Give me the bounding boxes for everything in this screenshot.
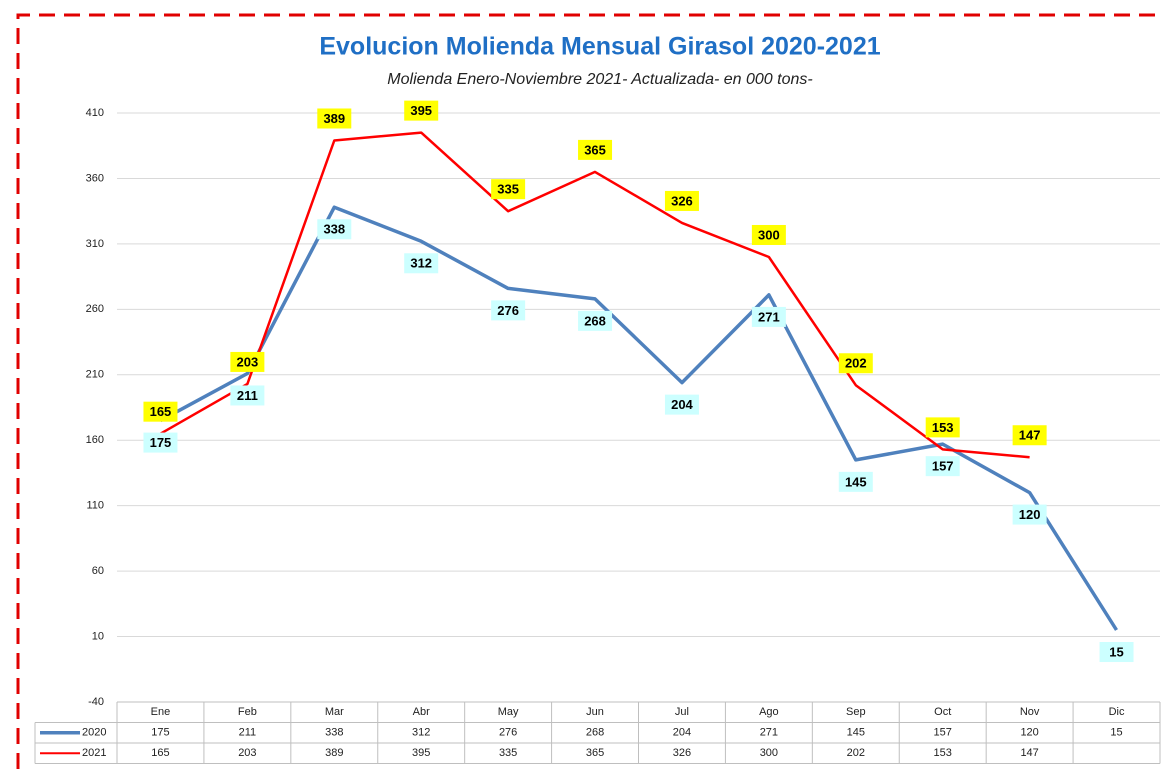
table-cell: 312 xyxy=(412,727,430,739)
table-cell: 147 xyxy=(1020,747,1038,759)
y-tick-label: 360 xyxy=(86,172,104,184)
table-cell: 175 xyxy=(151,727,169,739)
data-label: 271 xyxy=(758,309,780,324)
table-cell: 365 xyxy=(586,747,604,759)
x-tick-label: Jun xyxy=(586,706,604,718)
y-tick-label: 160 xyxy=(86,434,104,446)
data-label-box xyxy=(751,306,786,327)
chart-subtitle: Molienda Enero-Noviembre 2021- Actualiza… xyxy=(387,71,812,88)
table-cell: 268 xyxy=(586,727,604,739)
table-cell: 145 xyxy=(847,727,865,739)
table-cell: 276 xyxy=(499,727,517,739)
table-cell: 338 xyxy=(325,727,343,739)
data-label-box xyxy=(230,385,265,406)
series-line xyxy=(159,131,1030,459)
data-label-box xyxy=(1012,504,1047,525)
y-tick-label: 310 xyxy=(86,238,104,250)
data-label-box xyxy=(925,417,960,438)
data-label: 120 xyxy=(1019,507,1041,522)
y-tick-label: 260 xyxy=(86,303,104,315)
data-label: 338 xyxy=(323,222,345,237)
series-line xyxy=(159,205,1118,631)
y-tick-label: 110 xyxy=(86,500,104,512)
data-label: 175 xyxy=(150,435,172,450)
data-label: 15 xyxy=(1109,644,1123,659)
data-label: 204 xyxy=(671,397,693,412)
data-label: 165 xyxy=(150,404,172,419)
table-cell: 120 xyxy=(1020,727,1038,739)
legend-label: 2021 xyxy=(82,747,106,759)
frame xyxy=(16,13,1163,769)
table-cell: 204 xyxy=(673,727,691,739)
data-label: 268 xyxy=(584,313,606,328)
data-label: 157 xyxy=(932,459,954,474)
data-label-box xyxy=(1099,642,1134,663)
data-label-box xyxy=(143,401,178,422)
table-cell: 165 xyxy=(151,747,169,759)
data-label-box xyxy=(751,224,786,245)
x-tick-label: Mar xyxy=(325,706,344,718)
data-label-box xyxy=(491,179,526,200)
table-cell: 395 xyxy=(412,747,430,759)
data-label: 365 xyxy=(584,142,606,157)
data-label-box xyxy=(317,219,352,240)
data-label-box xyxy=(404,253,439,274)
x-tick-label: Sep xyxy=(846,706,866,718)
table-cell: 326 xyxy=(673,747,691,759)
data-label: 145 xyxy=(845,474,867,489)
data-label-box xyxy=(491,300,526,321)
data-label: 300 xyxy=(758,227,780,242)
table-cell: 15 xyxy=(1110,727,1122,739)
x-tick-label: Dic xyxy=(1109,706,1125,718)
data-label-box xyxy=(578,139,613,160)
x-tick-label: Ago xyxy=(759,706,779,718)
legend-label: 2020 xyxy=(82,727,106,739)
table-cell: 153 xyxy=(934,747,952,759)
data-label-box xyxy=(664,190,699,211)
data-label-box xyxy=(578,310,613,331)
data-label: 389 xyxy=(323,111,345,126)
data-label: 202 xyxy=(845,356,867,371)
data-label-box xyxy=(925,456,960,477)
y-tick-label: 210 xyxy=(86,369,104,381)
data-label: 312 xyxy=(410,256,432,271)
data-label-box xyxy=(143,432,178,453)
table-cell: 211 xyxy=(239,727,257,739)
x-tick-label: Feb xyxy=(238,706,257,718)
x-tick-label: Ene xyxy=(151,706,171,718)
data-label: 203 xyxy=(237,354,259,369)
chart-title: Evolucion Molienda Mensual Girasol 2020-… xyxy=(319,33,880,61)
x-tick-label: May xyxy=(498,706,519,718)
data-label-box xyxy=(1012,425,1047,446)
data-label: 276 xyxy=(497,303,519,318)
table-cell: 202 xyxy=(847,747,865,759)
table-cell: 157 xyxy=(934,727,952,739)
data-label: 153 xyxy=(932,420,954,435)
table-cell: 300 xyxy=(760,747,778,759)
data-label-box xyxy=(230,351,265,372)
table-cell: 389 xyxy=(325,747,343,759)
data-label-box xyxy=(838,353,873,374)
data-label: 335 xyxy=(497,182,519,197)
data-label-box xyxy=(404,100,439,121)
x-tick-label: Nov xyxy=(1020,706,1040,718)
data-label: 326 xyxy=(671,193,693,208)
x-tick-label: Jul xyxy=(675,706,689,718)
data-label: 211 xyxy=(237,388,258,403)
table-cell: 335 xyxy=(499,747,517,759)
x-tick-label: Oct xyxy=(934,706,951,718)
x-tick-label: Abr xyxy=(413,706,430,718)
table-cell: 203 xyxy=(238,747,256,759)
data-label-box xyxy=(317,108,352,129)
y-tick-label: 410 xyxy=(86,107,104,119)
table-cell: 271 xyxy=(760,727,778,739)
y-tick-label: 60 xyxy=(92,565,104,577)
data-label-box xyxy=(838,471,873,492)
data-label: 147 xyxy=(1019,428,1041,443)
y-tick-label: -40 xyxy=(88,696,104,708)
data-label-box xyxy=(664,394,699,415)
y-tick-label: 10 xyxy=(92,630,104,642)
data-label: 395 xyxy=(410,103,432,118)
